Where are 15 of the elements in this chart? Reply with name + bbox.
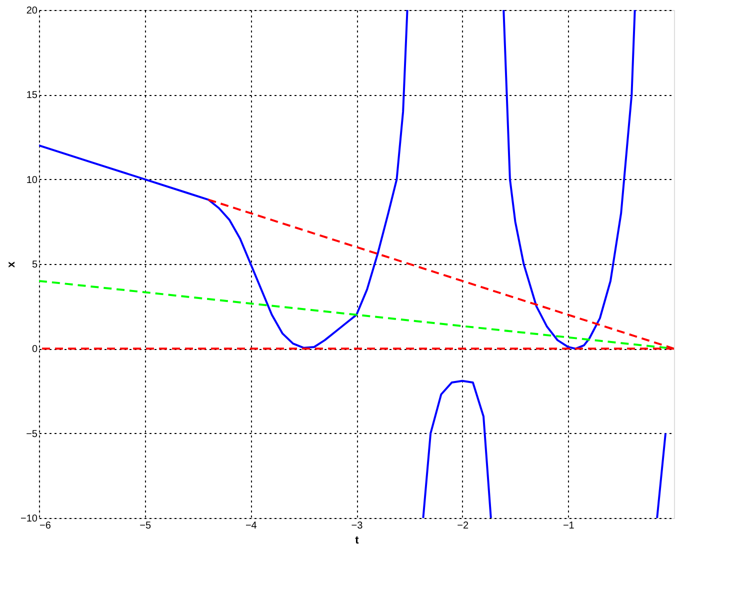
y-tick-label: 0	[32, 344, 38, 356]
x-tick-label: −3	[351, 520, 364, 532]
y-tick-label: 20	[26, 6, 38, 16]
y-tick-label: −10	[20, 514, 38, 524]
x-tick-label: −4	[245, 520, 258, 532]
x-tick-label: −2	[457, 520, 469, 532]
y-axis-title: x	[6, 260, 18, 268]
y-tick-label: −5	[26, 428, 38, 440]
y-tick-label: 15	[26, 90, 38, 102]
x-tick-label: −6	[40, 520, 52, 532]
y-tick-label: 5	[32, 260, 38, 270]
y-tick-label: 10	[26, 174, 38, 186]
x-axis-title: t	[355, 534, 360, 546]
x-tick-label: −5	[140, 520, 152, 532]
x-tick-label: −1	[562, 520, 575, 532]
